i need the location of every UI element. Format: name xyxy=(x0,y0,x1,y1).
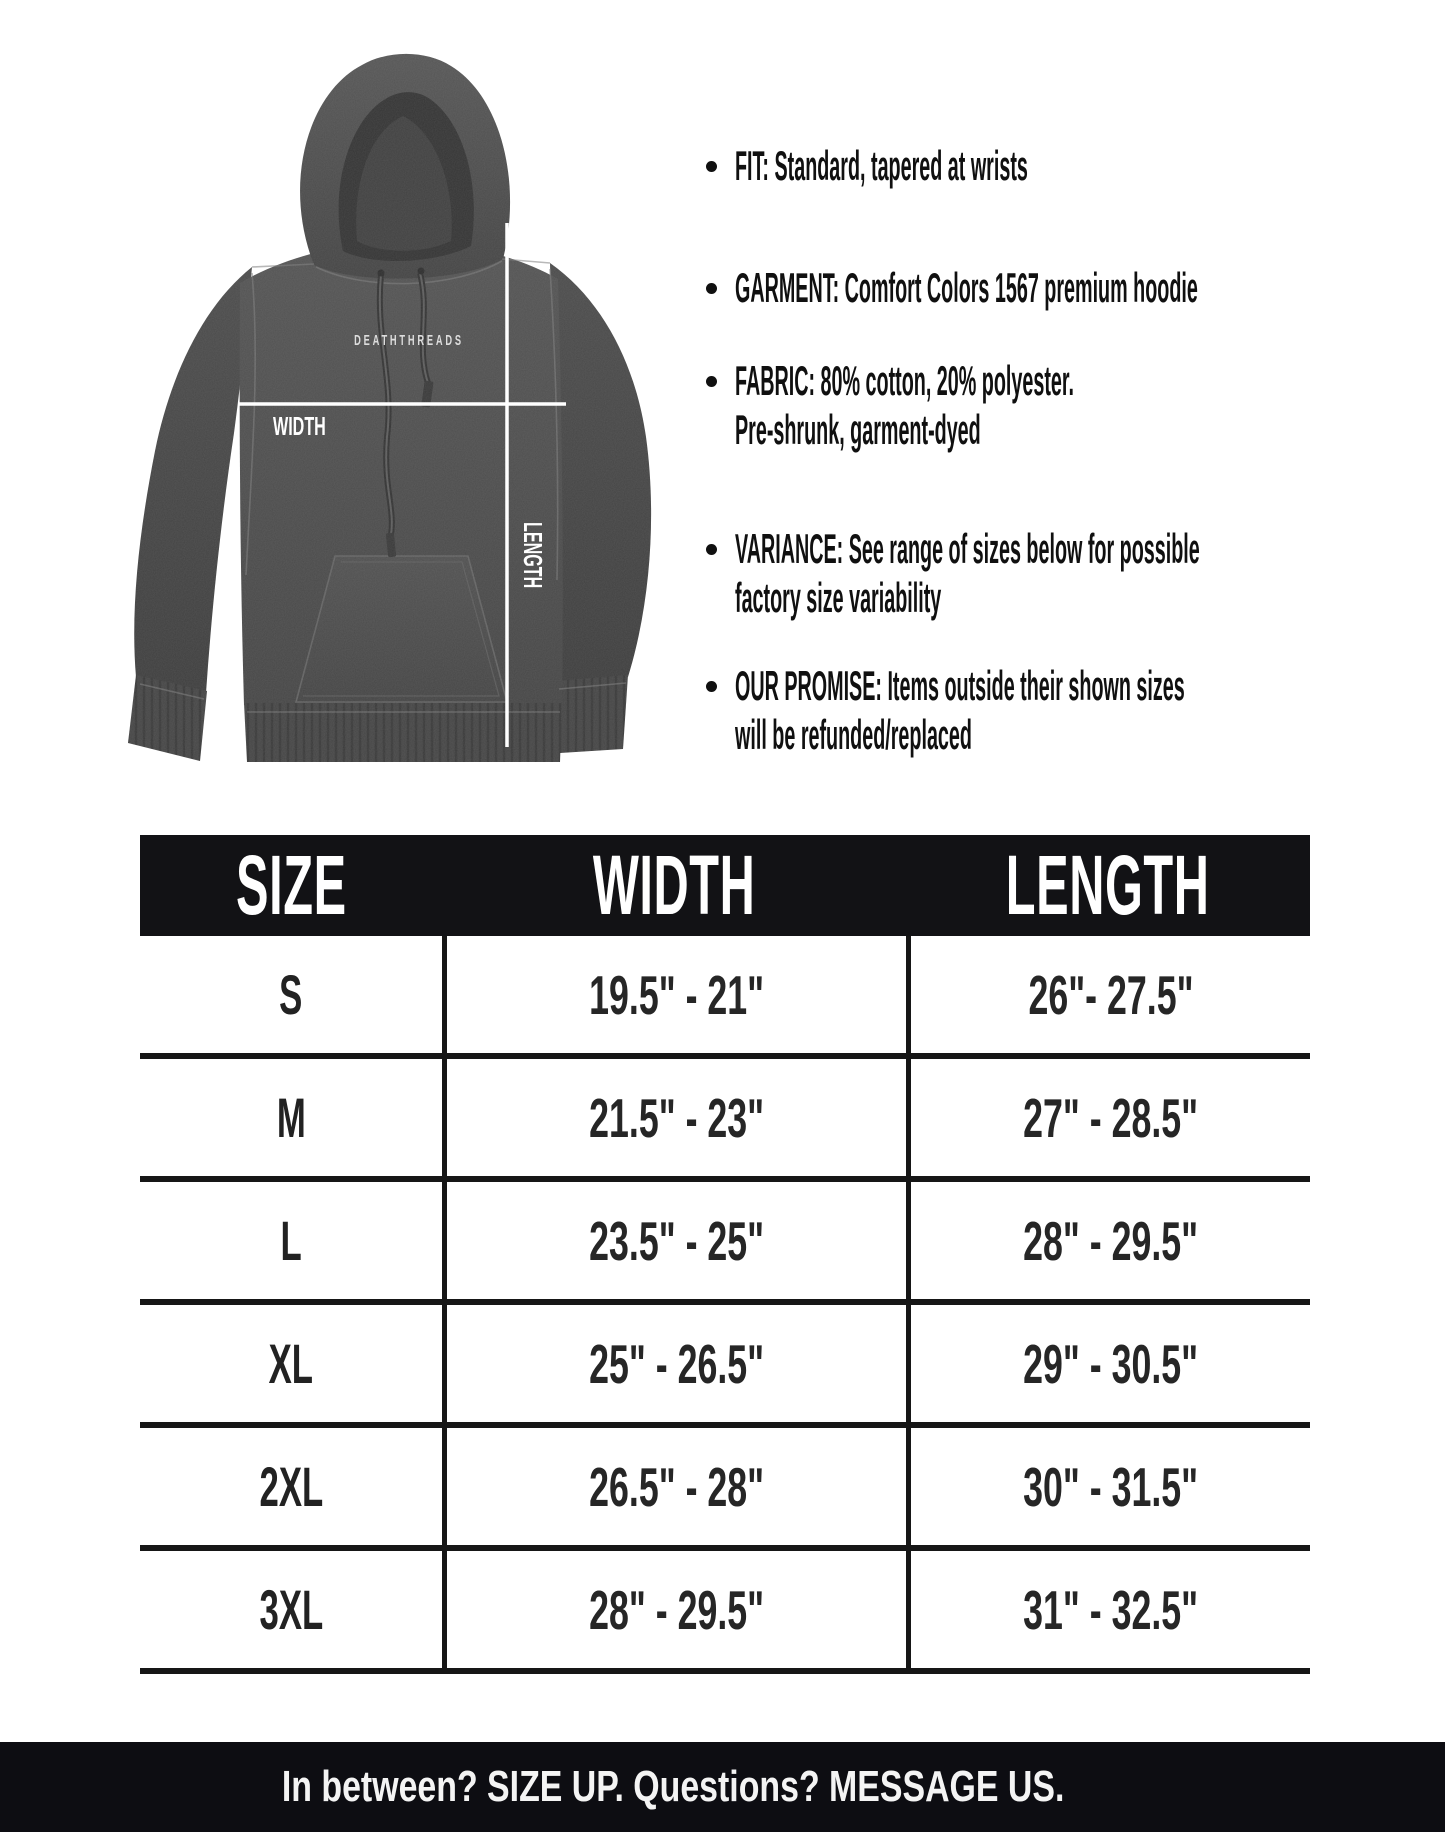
footer-message: In between? SIZE UP. Questions? MESSAGE … xyxy=(281,1762,1065,1811)
width-measure-label: WIDTH xyxy=(273,411,326,441)
header-size: SIZE xyxy=(235,838,347,932)
footer-bar: In between? SIZE UP. Questions? MESSAGE … xyxy=(0,1742,1445,1832)
width-cell: 21.5" - 23" xyxy=(442,1059,906,1176)
length-cell: 28" - 29.5" xyxy=(906,1182,1310,1299)
size-cell: XL xyxy=(268,1332,314,1395)
size-cell: 2XL xyxy=(259,1455,323,1518)
length-cell: 27" - 28.5" xyxy=(906,1059,1310,1176)
width-cell: 19.5" - 21" xyxy=(442,936,906,1053)
bullet-fabric: FABRIC: 80% cotton, 20% polyester. Pre-s… xyxy=(706,356,1445,454)
bullet-promise: OUR PROMISE: Items outside their shown s… xyxy=(706,661,1445,759)
header-length: LENGTH xyxy=(1006,838,1210,932)
table-row-s: S 19.5" - 21" 26"- 27.5" xyxy=(140,936,1310,1059)
length-cell: 30" - 31.5" xyxy=(906,1428,1310,1545)
size-cell: M xyxy=(276,1086,306,1149)
size-table-header: SIZE WIDTH LENGTH xyxy=(140,835,1310,936)
size-cell: L xyxy=(280,1209,302,1272)
width-cell: 23.5" - 25" xyxy=(442,1182,906,1299)
bullet-fabric-line2: Pre-shrunk, garment-dyed xyxy=(735,406,981,453)
table-row-3xl: 3XL 28" - 29.5" 31" - 32.5" xyxy=(140,1551,1310,1674)
table-row-xl: XL 25" - 26.5" 29" - 30.5" xyxy=(140,1305,1310,1428)
measurement-lines: WIDTH LENGTH xyxy=(238,223,566,747)
table-row-l: L 23.5" - 25" 28" - 29.5" xyxy=(140,1182,1310,1305)
bullet-promise-line1: OUR PROMISE: Items outside their shown s… xyxy=(735,662,1185,709)
bullet-variance: VARIANCE: See range of sizes below for p… xyxy=(706,524,1445,622)
table-row-2xl: 2XL 26.5" - 28" 30" - 31.5" xyxy=(140,1428,1310,1551)
bullet-dot xyxy=(706,161,717,172)
length-measure-label: LENGTH xyxy=(518,522,548,588)
width-cell: 28" - 29.5" xyxy=(442,1551,906,1668)
width-cell: 25" - 26.5" xyxy=(442,1305,906,1422)
table-row-m: M 21.5" - 23" 27" - 28.5" xyxy=(140,1059,1310,1182)
bullet-fit: FIT: Standard, tapered at wrists xyxy=(706,141,1358,190)
header-width: WIDTH xyxy=(592,838,756,932)
bullet-dot xyxy=(706,283,717,294)
length-cell: 26"- 27.5" xyxy=(906,936,1310,1053)
size-table: SIZE WIDTH LENGTH S 19.5" - 21" 26"- 27.… xyxy=(140,835,1310,1674)
size-cell: 3XL xyxy=(259,1578,323,1641)
bullet-garment-text: GARMENT: Comfort Colors 1567 premium hoo… xyxy=(735,264,1198,311)
bullet-garment: GARMENT: Comfort Colors 1567 premium hoo… xyxy=(706,263,1445,312)
hoodie-photo-illustration: DEATHTHREADS WIDTH LENGTH xyxy=(110,35,710,770)
length-cell: 31" - 32.5" xyxy=(906,1551,1310,1668)
bullet-fabric-line1: FABRIC: 80% cotton, 20% polyester. xyxy=(735,357,1074,404)
bullet-variance-line2: factory size variability xyxy=(735,574,942,621)
width-cell: 26.5" - 28" xyxy=(442,1428,906,1545)
bullet-variance-line1: VARIANCE: See range of sizes below for p… xyxy=(735,525,1200,572)
bullet-promise-line2: will be refunded/replaced xyxy=(735,711,972,758)
bullet-fit-text: FIT: Standard, tapered at wrists xyxy=(735,142,1028,189)
length-cell: 29" - 30.5" xyxy=(906,1305,1310,1422)
bullet-dot xyxy=(706,376,717,387)
bullet-dot xyxy=(706,544,717,555)
size-cell: S xyxy=(279,963,303,1026)
bullet-dot xyxy=(706,681,717,692)
